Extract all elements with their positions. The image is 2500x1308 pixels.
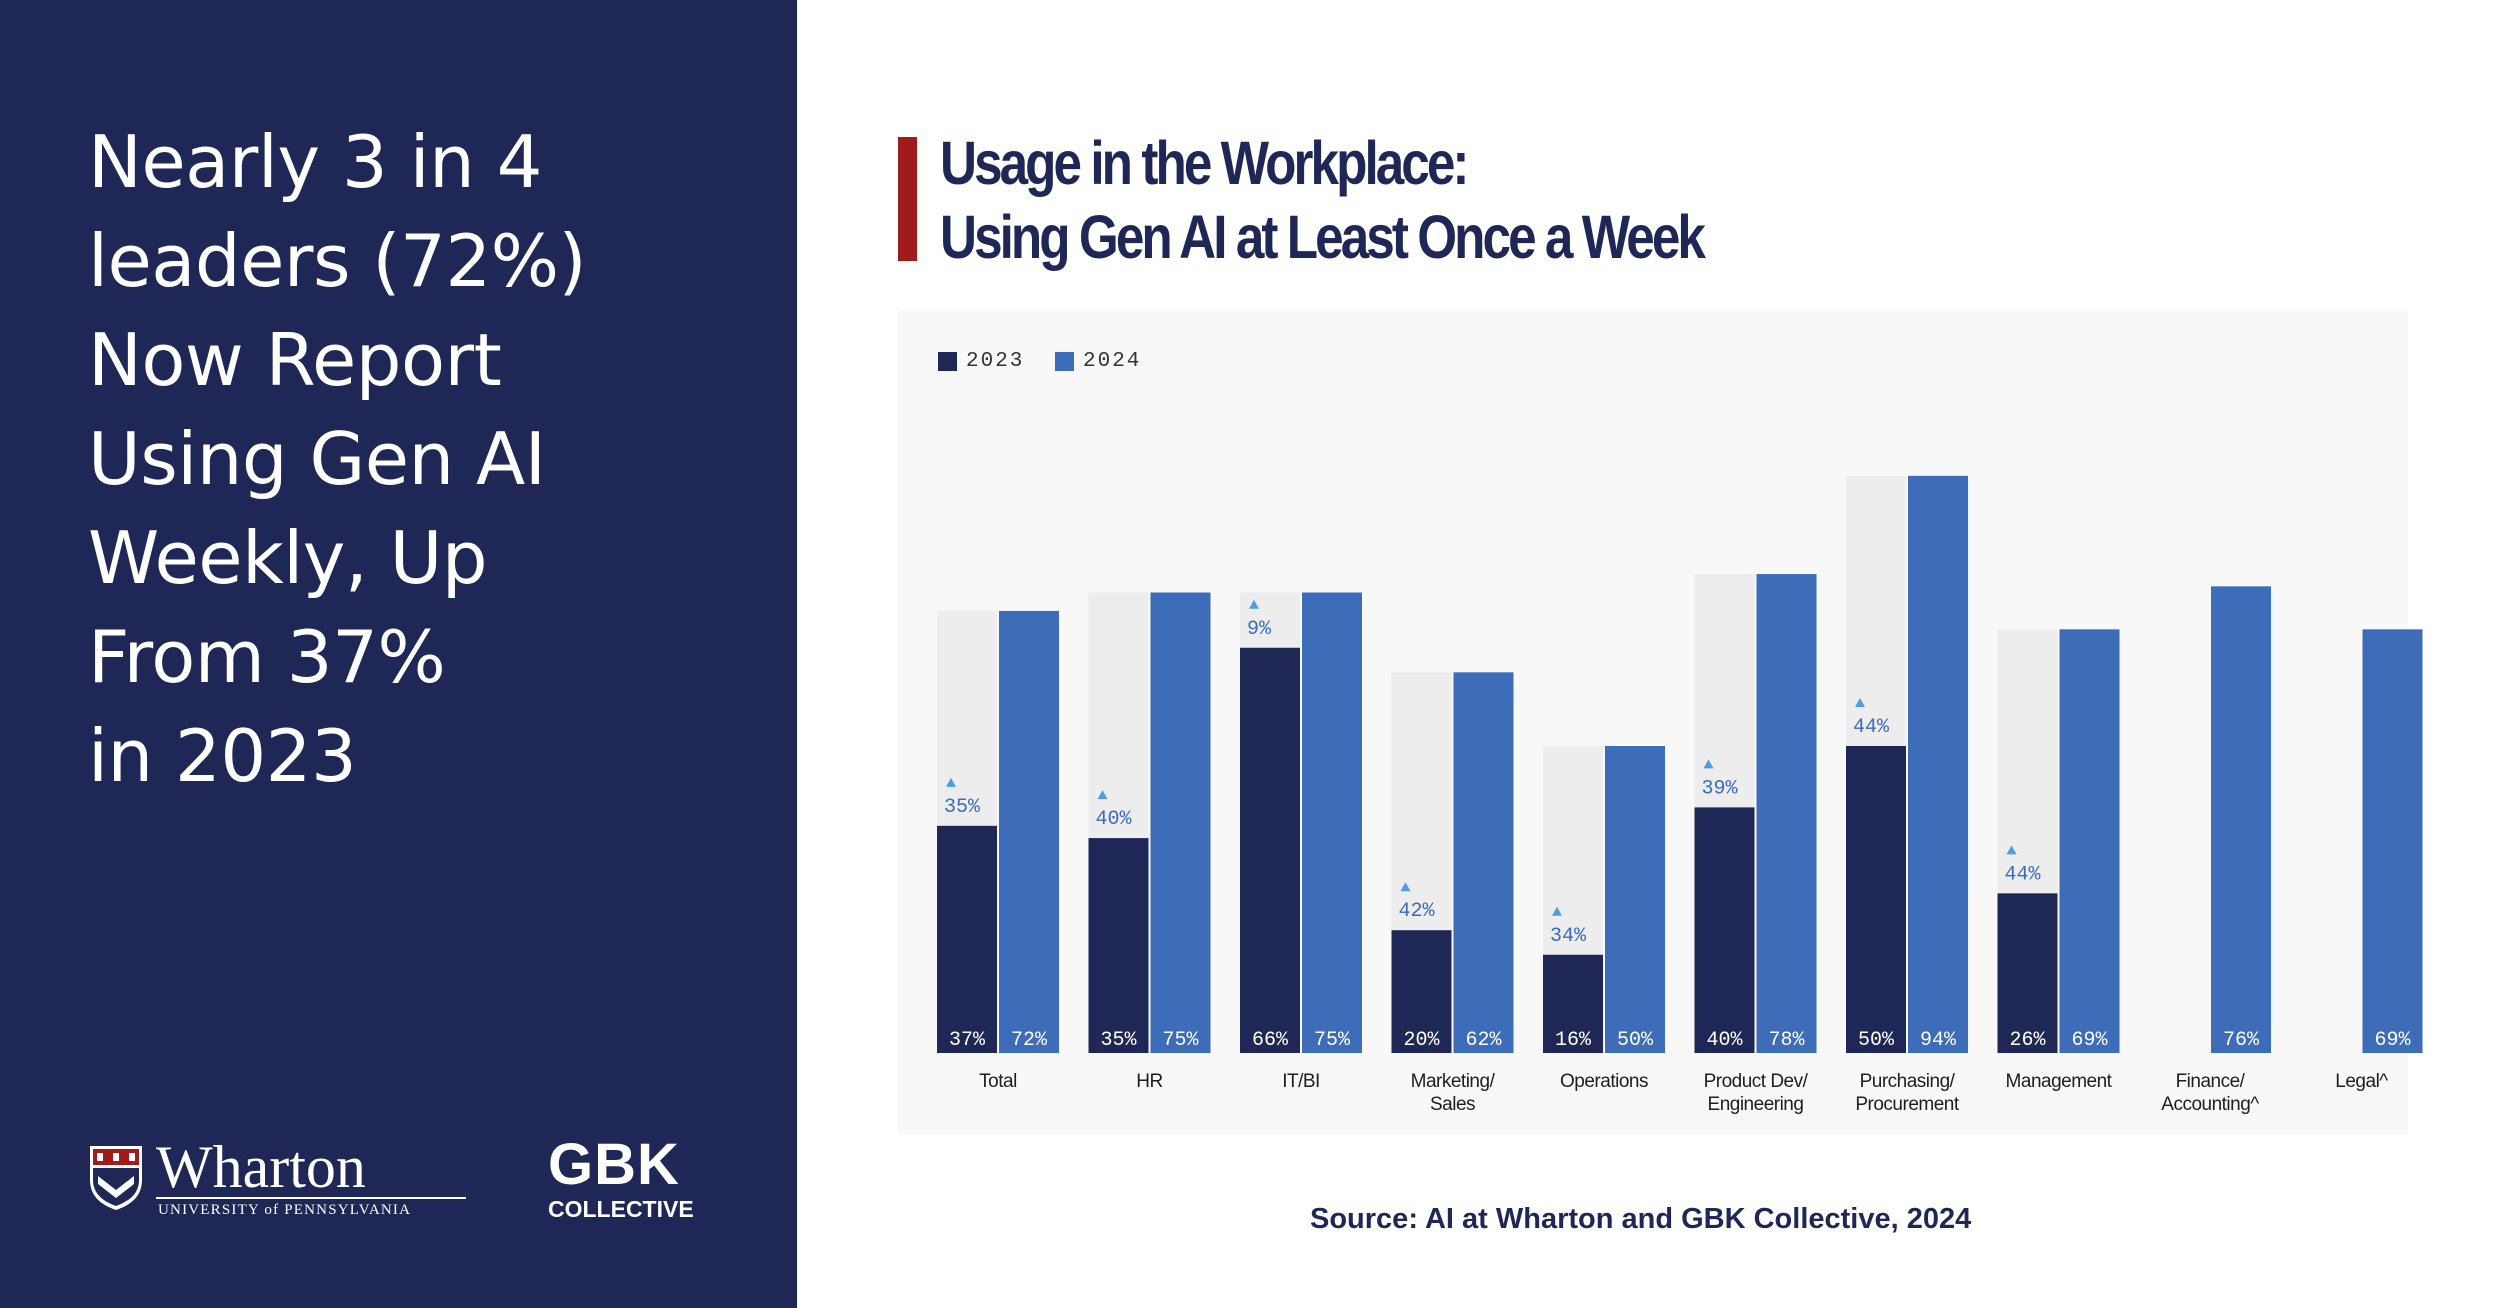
bar-2024 [2362,629,2423,1053]
bar-2023 [1088,838,1149,1053]
wharton-divider [156,1197,466,1199]
wharton-subtitle: UNIVERSITY of PENNSYLVANIA [158,1202,412,1218]
bar-value-label-2024: 69% [2374,1029,2411,1052]
increase-arrow-icon [1552,906,1562,916]
category-label: Engineering [1708,1094,1804,1115]
increase-arrow-icon [1703,759,1714,769]
increase-arrow-icon [1855,698,1865,707]
category-label: Product Dev/ [1704,1071,1809,1092]
gbk-logo: GBK COLLECTIVE [548,1132,694,1222]
bar-value-label-2024: 75% [1314,1029,1351,1052]
bar-2024 [1756,574,1817,1053]
increase-arrow-icon [1400,882,1411,892]
gbk-wordmark: GBK [548,1132,680,1197]
bar-value-label-2023: 26% [2009,1029,2046,1052]
bar-2023 [1997,893,2058,1053]
bar-2024 [2211,586,2271,1053]
bar-value-label-2024: 76% [2223,1029,2260,1052]
bar-2024 [2059,629,2120,1053]
bar-value-label-2023: 37% [949,1029,986,1052]
bar-value-label-2024: 94% [1920,1029,1957,1052]
legend-label: 2023 [966,350,1025,373]
bar-2024 [999,610,1059,1053]
bar-value-label-2023: 66% [1252,1029,1289,1052]
increase-arrow-icon [946,777,956,787]
bar-value-label-2024: 50% [1617,1029,1654,1052]
bar-value-label-2024: 72% [1011,1029,1048,1052]
change-label: 42% [1399,900,1436,923]
change-label: 9% [1247,618,1272,641]
category-label: Purchasing/ [1860,1071,1956,1092]
bar-value-label-2024: 78% [1768,1029,1805,1052]
bar-value-label-2023: 16% [1555,1029,1592,1052]
chart-title-line: Usage in the Workplace: [940,129,1469,197]
headline: Nearly 3 in 4 leaders (72%) Now Report U… [88,113,768,806]
change-label: 35% [944,796,981,819]
increase-arrow-icon [2006,845,2017,855]
category-label: Management [2006,1071,2113,1092]
bar-2023 [1846,746,1906,1053]
bar-value-label-2024: 69% [2071,1029,2108,1052]
headline-line: Now Report [88,318,502,402]
category-label: IT/BI [1282,1071,1320,1092]
category-label: Operations [1560,1071,1648,1092]
bar-value-label-2024: 62% [1465,1029,1502,1052]
headline-line: leaders (72%) [88,219,587,303]
left-panel: Nearly 3 in 4 leaders (72%) Now Report U… [0,0,797,1308]
change-label: 44% [1853,716,1890,739]
category-label: Accounting^ [2161,1094,2259,1115]
title-accent-bar [898,137,917,261]
category-label: Legal^ [2335,1071,2388,1092]
gbk-subtitle: COLLECTIVE [548,1196,694,1222]
bar-2023 [1240,647,1300,1053]
change-label: 44% [2005,863,2042,886]
bar-value-label-2023: 35% [1100,1029,1137,1052]
bar-2024 [1605,746,1665,1053]
source-note: Source: AI at Wharton and GBK Collective… [1310,1203,1972,1235]
wharton-logo: Wharton UNIVERSITY of PENNSYLVANIA [88,1134,466,1222]
headline-line: Weekly, Up [88,516,488,600]
category-label: Finance/ [2176,1071,2246,1092]
bar-2023 [1543,954,1603,1053]
increase-arrow-icon [1097,790,1108,800]
chart-title-line: Using Gen AI at Least Once a Week [940,203,1706,271]
bar-2024 [1908,475,1968,1054]
bar-value-label-2024: 75% [1162,1029,1199,1052]
chart-title: Usage in the Workplace: Using Gen AI at … [940,126,1706,274]
category-label: Total [979,1071,1017,1092]
legend-swatch [938,352,957,371]
bar-value-label-2023: 20% [1403,1029,1440,1052]
bar-2023 [1391,930,1452,1053]
bar-value-label-2023: 50% [1858,1029,1895,1052]
change-label: 34% [1550,925,1587,948]
bar-2023 [937,825,997,1053]
increase-arrow-icon [1249,599,1259,609]
headline-line: Nearly 3 in 4 [88,120,542,204]
change-label: 40% [1096,808,1133,831]
wharton-wordmark: Wharton [156,1134,366,1200]
bar-2024 [1302,592,1362,1053]
legend-label: 2024 [1083,350,1142,373]
bar-2023 [1694,807,1755,1053]
bar-2024 [1453,672,1514,1053]
change-label: 39% [1702,777,1739,800]
category-label: Sales [1430,1094,1475,1115]
wharton-shield-icon [90,1146,142,1210]
bar-2024 [1150,592,1211,1053]
headline-line: From 37% [88,615,446,699]
category-label: HR [1136,1071,1162,1092]
headline-line: Using Gen AI [88,417,546,501]
legend-swatch [1055,352,1074,371]
category-label: Procurement [1855,1094,1959,1115]
category-label: Marketing/ [1411,1071,1496,1092]
bar-value-label-2023: 40% [1706,1029,1743,1052]
headline-line: in 2023 [88,714,357,798]
